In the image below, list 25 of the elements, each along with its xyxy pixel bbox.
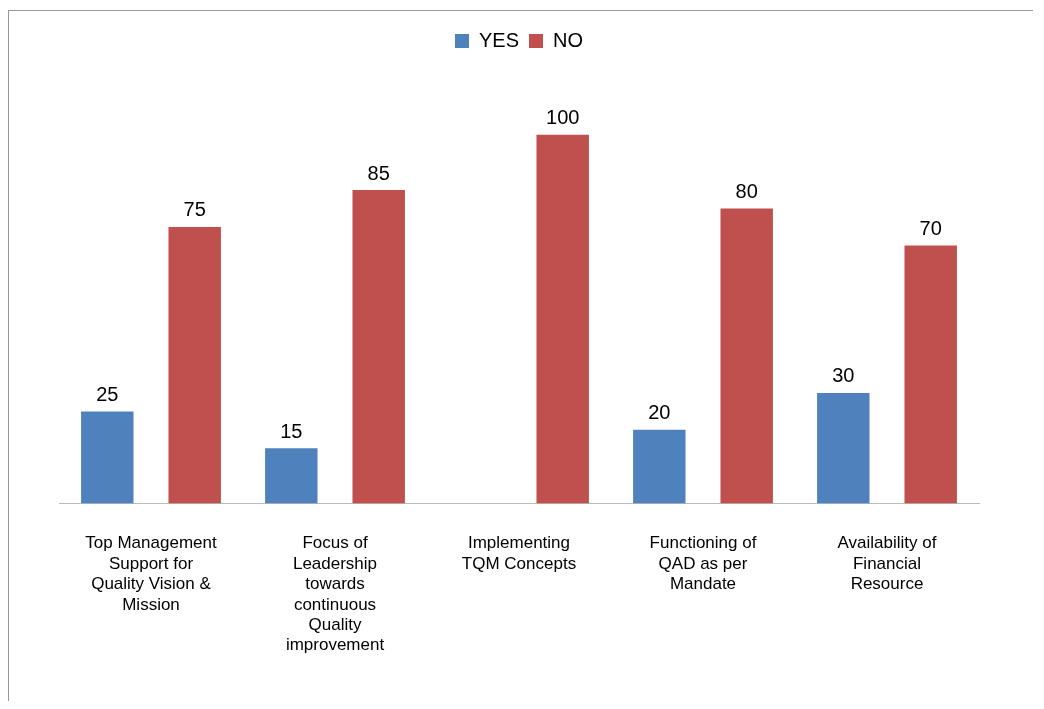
x-tick-label: Top Management Support for Quality Vision & Mission [85,533,217,614]
bar [633,429,686,504]
bar [817,392,870,504]
x-tick-label: Functioning of QAD as per Mandate [649,533,757,594]
x-tick-label: Availability of Financial Resource [837,533,937,594]
data-label: 75 [183,198,206,221]
bar [720,208,773,504]
bar [168,226,221,504]
bar [536,134,589,504]
bar [265,448,318,504]
legend-label: NO [553,28,584,51]
bar [904,245,957,504]
data-label: 30 [832,364,855,387]
data-label: 80 [735,180,758,203]
data-label: 15 [280,419,303,442]
legend-label: YES [478,28,520,51]
bar [352,190,405,504]
data-label: 20 [648,401,671,424]
x-tick-label: Implementing TQM Concepts [461,533,577,573]
bar [81,411,134,504]
data-label: 25 [96,382,119,405]
data-label: 70 [919,216,942,239]
data-label: 85 [367,161,390,184]
data-label: 100 [546,106,580,129]
x-tick-label: Focus of Leadership towards continuous Quality improvement [285,533,385,655]
